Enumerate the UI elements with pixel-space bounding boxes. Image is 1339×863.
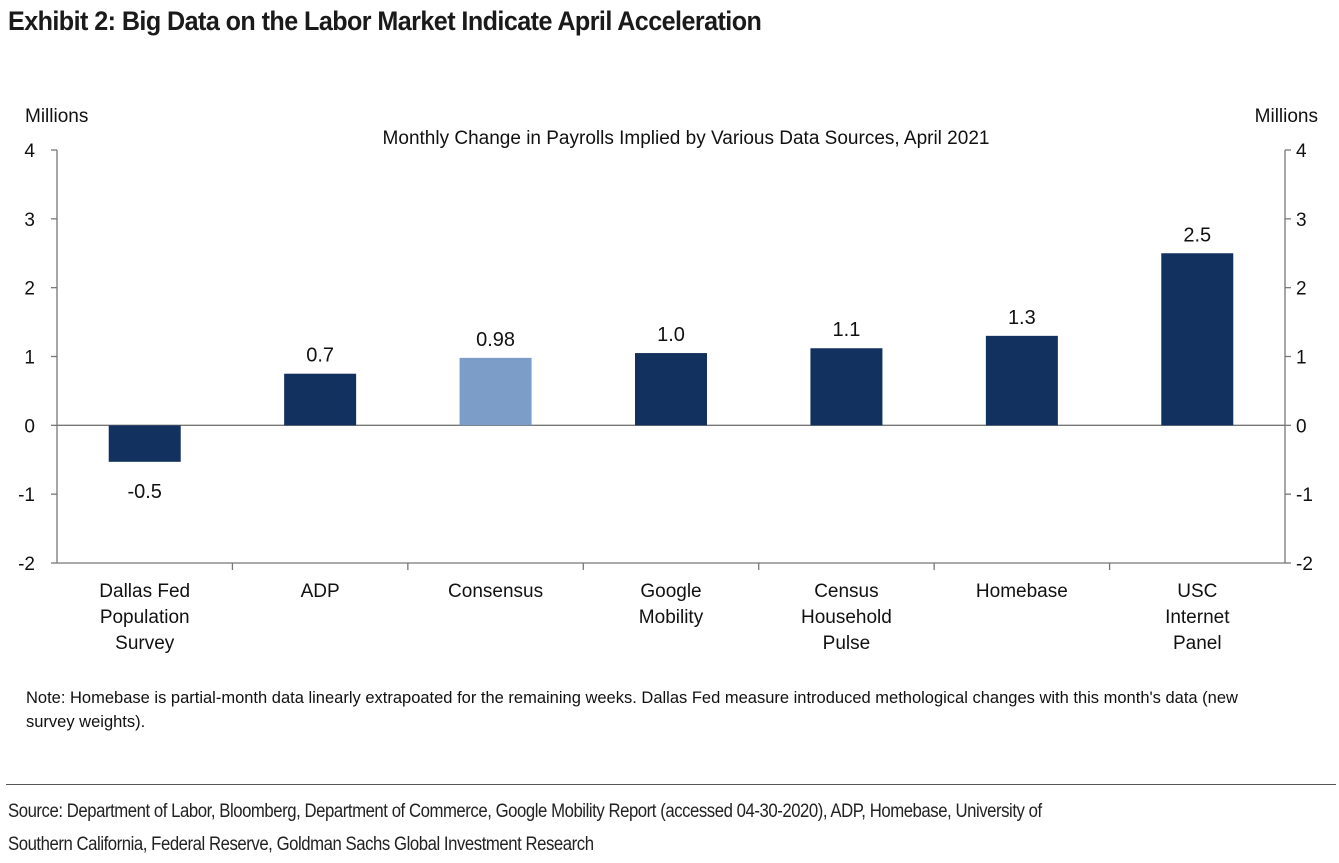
source-line-1: Source: Department of Labor, Bloomberg, … bbox=[8, 801, 1042, 822]
y-tick-label-left: 1 bbox=[24, 348, 35, 369]
data-label: 1.3 bbox=[1008, 307, 1036, 329]
x-tick-label-line: Mobility bbox=[639, 607, 704, 628]
source-line-2: Southern California, Federal Reserve, Go… bbox=[8, 834, 594, 855]
x-tick-label-line: USC bbox=[1177, 581, 1217, 602]
x-tick-label: Census Household Pulse bbox=[801, 581, 892, 654]
y-tick-label-right: 2 bbox=[1296, 279, 1307, 300]
y-tick-label-left: 4 bbox=[24, 141, 35, 162]
data-label: -0.5 bbox=[127, 481, 161, 503]
x-tick-label-line: Dallas Fed bbox=[99, 581, 190, 602]
x-tick-label: Dallas Fed Population Survey bbox=[99, 581, 190, 654]
x-tick-label: Consensus bbox=[448, 581, 543, 602]
x-tick-label-line: Internet bbox=[1165, 607, 1230, 628]
x-tick-label: ADP bbox=[301, 581, 340, 602]
y-tick-label-left: -1 bbox=[18, 485, 35, 506]
bar-4 bbox=[635, 353, 707, 426]
y-tick-label-left: 2 bbox=[24, 279, 35, 300]
x-tick-label: USC Internet Panel bbox=[1165, 581, 1230, 654]
data-label: 0.7 bbox=[306, 345, 334, 367]
x-tick-label-line: Household bbox=[801, 607, 892, 628]
x-tick-label-line: Census bbox=[814, 581, 878, 602]
x-tick-label-line: Consensus bbox=[448, 581, 543, 602]
x-tick-label-line: Homebase bbox=[976, 581, 1068, 602]
y-tick-label-right: -1 bbox=[1296, 485, 1313, 506]
x-tick-label-line: Pulse bbox=[823, 633, 871, 654]
y-tick-label-right: 4 bbox=[1296, 141, 1307, 162]
data-label: 0.98 bbox=[476, 329, 515, 351]
y-tick-label-right: 0 bbox=[1296, 416, 1307, 437]
y-tick-label-left: -2 bbox=[18, 554, 35, 575]
bar-5 bbox=[810, 348, 883, 426]
y-tick-label-right: 3 bbox=[1296, 210, 1307, 231]
y-tick-label-left: 0 bbox=[24, 416, 35, 437]
data-label: 1.1 bbox=[833, 319, 861, 341]
y-tick-label-left: 3 bbox=[24, 210, 35, 231]
x-tick-label-line: Survey bbox=[115, 633, 175, 654]
y-axis-label-left: Millions bbox=[25, 106, 88, 127]
bar-2 bbox=[284, 373, 357, 426]
source-text: Source: Department of Labor, Bloomberg, … bbox=[8, 795, 1152, 861]
y-tick-label-right: 1 bbox=[1296, 348, 1307, 369]
x-tick-label-line: Google bbox=[640, 581, 701, 602]
y-tick-label-right: -2 bbox=[1296, 554, 1313, 575]
x-tick-label-line: Population bbox=[100, 607, 190, 628]
divider bbox=[6, 784, 1336, 785]
bar-7 bbox=[1161, 253, 1234, 426]
x-tick-label: Homebase bbox=[976, 581, 1068, 602]
x-tick-label: Google Mobility bbox=[639, 581, 704, 628]
chart-title: Monthly Change in Payrolls Implied by Va… bbox=[383, 128, 990, 149]
exhibit-title: Exhibit 2: Big Data on the Labor Market … bbox=[8, 6, 762, 36]
bar-1 bbox=[108, 425, 181, 462]
bar-chart: Monthly Change in Payrolls Implied by Va… bbox=[18, 106, 1318, 654]
x-tick-label-line: ADP bbox=[301, 581, 340, 602]
data-label: 2.5 bbox=[1183, 224, 1211, 246]
data-label: 1.0 bbox=[657, 324, 685, 346]
x-tick-label-line: Panel bbox=[1173, 633, 1222, 654]
chart-note: Note: Homebase is partial-month data lin… bbox=[26, 689, 1238, 731]
y-axis-label-right: Millions bbox=[1255, 106, 1318, 127]
bar-6 bbox=[985, 335, 1058, 426]
bar-3 bbox=[459, 357, 532, 426]
